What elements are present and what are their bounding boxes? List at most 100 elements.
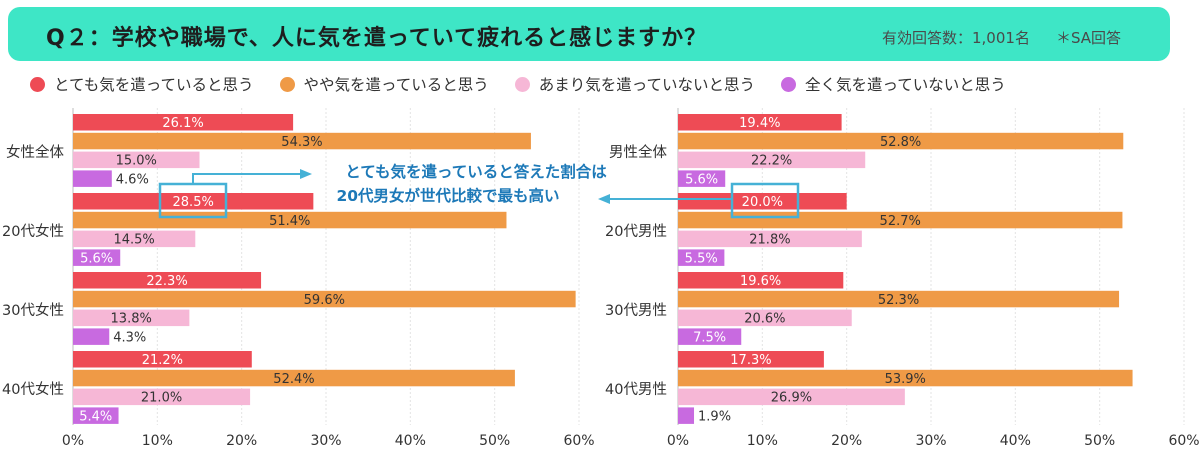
question-title: Q２：学校や職場で、人に気を遣っていて疲れると感じますか？ [46, 26, 708, 51]
bar [678, 114, 842, 131]
x-tick-label: 30% [915, 433, 946, 449]
legend-item-somewhat: やや気を遣っていると思う [279, 73, 489, 95]
legend-dot-icon [279, 76, 295, 92]
x-tick-label: 0% [667, 433, 689, 449]
legend-item-very: とても気を遣っていると思う [30, 73, 254, 95]
data-label: 4.6% [116, 172, 149, 187]
legend-item-not-much: あまり気を遣っていないと思う [514, 73, 755, 95]
data-label: 28.5% [173, 195, 214, 210]
category-label: 男性全体 [609, 143, 667, 161]
data-label: 59.6% [304, 293, 345, 308]
bar [73, 249, 121, 266]
bar [73, 170, 112, 187]
data-label: 1.9% [698, 409, 731, 424]
bar [678, 249, 725, 266]
highlight-box-male-20s [730, 182, 800, 219]
data-label: 52.8% [880, 135, 921, 150]
bar [73, 151, 200, 169]
bar [73, 290, 576, 308]
legend-label: 全く気を遣っていないと思う [804, 76, 1006, 94]
bar [73, 369, 515, 387]
data-label: 7.5% [693, 330, 726, 345]
data-label: 14.5% [113, 233, 154, 248]
callout-line-left [192, 173, 300, 184]
data-label: 5.4% [79, 409, 112, 424]
legend-dot-icon [780, 76, 796, 92]
data-label: 51.4% [269, 214, 310, 229]
data-label: 52.3% [878, 293, 919, 308]
data-label: 19.6% [740, 274, 781, 289]
answer-type: ＊SA回答 [1056, 29, 1122, 47]
legend-label: とても気を遣っていると思う [54, 76, 254, 94]
legend-label: やや気を遣っていると思う [303, 76, 489, 94]
data-label: 53.9% [885, 372, 926, 387]
x-tick-label: 20% [831, 433, 862, 449]
bar [73, 328, 110, 345]
category-label: 30代女性 [2, 301, 64, 319]
x-tick-label: 50% [1084, 433, 1115, 449]
bar [678, 272, 844, 289]
legend-dot-icon [514, 76, 530, 92]
legend-item-not-at-all: 全く気を遣っていないと思う [780, 73, 1006, 95]
respondent-count: 有効回答数：1,001名 [882, 29, 1030, 47]
data-label: 20.6% [744, 312, 785, 327]
category-label: 40代女性 [2, 380, 64, 398]
data-label: 21.0% [141, 391, 182, 406]
bar [678, 407, 695, 424]
data-label: 5.6% [80, 251, 113, 266]
data-label: 20.0% [742, 195, 783, 210]
data-label: 22.2% [751, 154, 792, 169]
bar [678, 132, 1124, 150]
callout-annotation: とても気を遣っていると答えた割合は 20代男女が世代比較で最も高い [158, 162, 800, 219]
category-label: 女性全体 [6, 143, 64, 161]
data-label: 22.3% [146, 274, 187, 289]
bar [73, 230, 196, 248]
x-tick-label: 60% [563, 433, 594, 449]
bar [678, 193, 847, 210]
data-label: 13.8% [111, 312, 152, 327]
bar [678, 328, 742, 345]
bar [678, 170, 726, 187]
data-label: 21.8% [749, 233, 790, 248]
arrow-left-icon [598, 194, 610, 204]
bar [73, 351, 252, 368]
x-tick-label: 30% [310, 433, 341, 449]
data-label: 52.4% [273, 372, 314, 387]
x-tick-label: 40% [1000, 433, 1031, 449]
x-tick-label: 10% [747, 433, 778, 449]
x-tick-label: 0% [62, 433, 84, 449]
bar [678, 290, 1120, 308]
title-banner: Q２：学校や職場で、人に気を遣っていて疲れると感じますか？ 有効回答数：1,00… [8, 7, 1170, 61]
legend: とても気を遣っていると思う やや気を遣っていると思う あまり気を遣っていないと思… [30, 72, 1032, 96]
category-label: 30代男性 [605, 302, 667, 319]
male-chart: 0% 10% 20% 30% 40% 50% 60% 男性全体 19.4% 52.8% 22.2% 5… [605, 108, 1200, 449]
x-tick-label: 20% [226, 433, 257, 449]
bar [73, 407, 119, 424]
bar [678, 230, 862, 248]
bar [73, 114, 294, 131]
data-label: 19.4% [739, 116, 780, 131]
x-tick-label: 50% [479, 433, 510, 449]
bar [678, 388, 905, 406]
data-label: 21.2% [142, 353, 183, 368]
bar [678, 369, 1133, 387]
data-label: 26.1% [162, 116, 203, 131]
callout-text-line2: 20代男女が世代比較で最も高い [336, 186, 559, 205]
data-label: 54.3% [281, 135, 322, 150]
bar [678, 309, 852, 327]
data-label: 4.3% [113, 330, 146, 345]
x-tick-label: 60% [1168, 433, 1199, 449]
callout-text-line1: とても気を遣っていると答えた割合は [345, 162, 607, 181]
legend-label: あまり気を遣っていないと思う [538, 76, 755, 94]
bar [678, 351, 824, 368]
female-chart: 0% 10% 20% 30% 40% 50% 60% 女性全体 26.1% 54.3% 15.0% 4… [2, 108, 595, 449]
legend-dot-icon [30, 76, 45, 92]
data-label: 17.3% [730, 353, 771, 368]
x-tick-label: 10% [142, 433, 173, 449]
x-tick-label: 40% [395, 433, 426, 449]
data-label: 5.5% [685, 251, 718, 266]
bar [73, 193, 314, 210]
bar [73, 272, 262, 289]
bar [73, 132, 531, 150]
